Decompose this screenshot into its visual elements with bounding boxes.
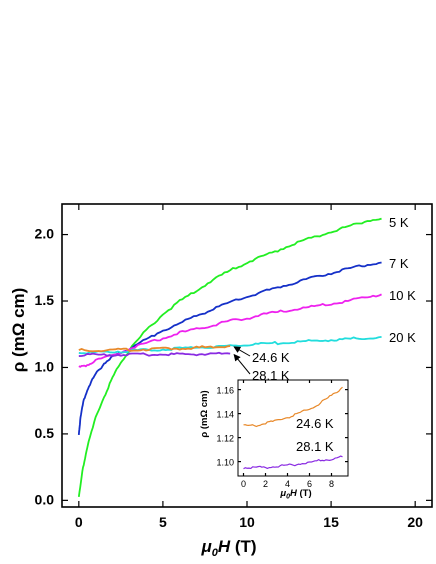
main-y-tick-label: 1.0 — [35, 358, 55, 374]
main-series-5-k — [77, 217, 382, 498]
main-x-tick-label: 20 — [407, 514, 423, 530]
main-axes-group: 0 5 10 15 200.00.51.01.52.0 — [35, 204, 432, 530]
annotation-arrow — [233, 346, 251, 357]
label-28-1k: 28.1 K — [252, 368, 290, 383]
main-y-tick-label: 2.0 — [35, 226, 55, 242]
x-axis-title: μ0H (T) — [200, 537, 256, 559]
main-y-tick-label: 1.5 — [35, 292, 55, 308]
inset-y-tick-label: 1.16 — [216, 386, 234, 396]
main-series-24-6-k — [78, 345, 231, 353]
inset-x-axis-title: μ0H (T) — [279, 488, 311, 501]
label-7k: 7 K — [389, 256, 409, 271]
main-series-28-1-k — [78, 351, 231, 357]
inset-series-24-6-k — [243, 386, 343, 428]
inset-x-tick-label: 2 — [263, 479, 268, 489]
label-10k: 10 K — [389, 288, 416, 303]
main-x-tick-label: 0 — [75, 514, 83, 530]
inset-x-tick-label: 4 — [285, 479, 290, 489]
inset-y-tick-label: 1.10 — [216, 458, 234, 468]
label-24-6k: 24.6 K — [252, 350, 290, 365]
inset-axes-group: 0 2 4 6 8 1.10 1.12 1.14 1.16 — [216, 380, 348, 489]
main-series-group — [77, 217, 382, 498]
main-y-tick-label: 0.0 — [35, 491, 55, 507]
inset-x-tick-label: 6 — [307, 479, 312, 489]
inset-x-tick-label: 8 — [329, 479, 334, 489]
inset-y-tick-label: 1.12 — [216, 434, 234, 444]
inset-x-tick-label: 0 — [241, 479, 246, 489]
inset-series-28-1-k — [243, 455, 343, 470]
annotation-arrows — [233, 346, 251, 375]
inset-label-28-1k: 28.1 K — [296, 439, 334, 454]
label-5k: 5 K — [389, 215, 409, 230]
main-x-tick-label: 15 — [323, 514, 339, 530]
label-20k: 20 K — [389, 330, 416, 345]
main-x-tick-label: 10 — [239, 514, 255, 530]
inset-y-tick-label: 1.14 — [216, 410, 234, 420]
main-series-10-k — [78, 293, 382, 368]
main-x-tick-label: 5 — [159, 514, 167, 530]
inset-label-24-6k: 24.6 K — [296, 416, 334, 431]
inset-series-group — [243, 386, 343, 470]
main-y-tick-label: 0.5 — [35, 425, 55, 441]
main-series-7-k — [77, 261, 382, 436]
y-axis-title: ρ (mΩ cm) — [9, 288, 28, 373]
annotation-arrow — [233, 353, 251, 375]
inset-y-axis-title: ρ (mΩ cm) — [199, 390, 210, 437]
